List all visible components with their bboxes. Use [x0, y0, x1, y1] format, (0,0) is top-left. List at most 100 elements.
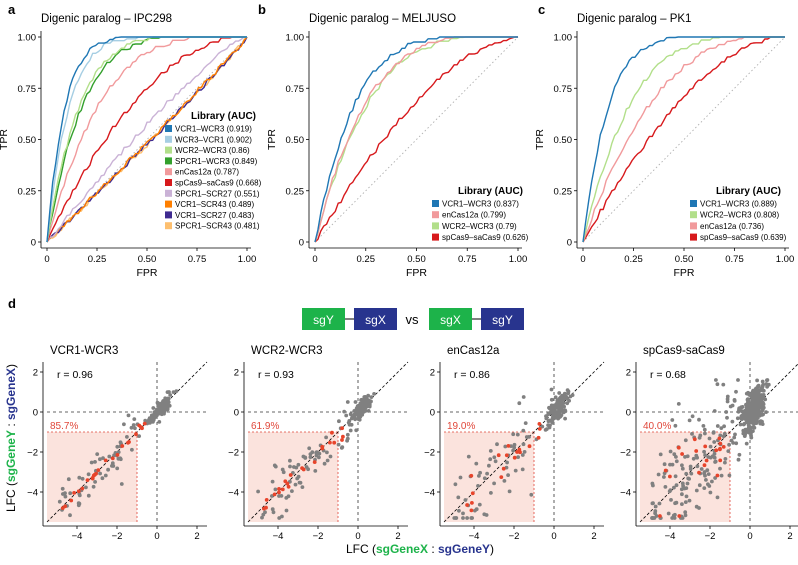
data-point: [680, 516, 685, 520]
data-point: [730, 419, 735, 424]
hit-region: [444, 432, 534, 522]
data-point: [492, 481, 496, 486]
data-point: [761, 412, 765, 417]
data-point: [719, 426, 724, 430]
hit-point: [703, 444, 708, 449]
data-point: [513, 468, 518, 473]
data-point: [662, 462, 667, 467]
data-point: [557, 391, 562, 395]
data-point: [744, 391, 749, 396]
data-point: [733, 432, 737, 437]
panel-a-roc: Digenic paralog – IPC298 00 0.25 0.25 0.50 0.…: [0, 13, 262, 279]
hit-point: [300, 466, 304, 470]
data-point: [710, 479, 714, 484]
data-point: [342, 409, 347, 414]
hit-point: [283, 479, 288, 484]
data-point: [512, 445, 517, 450]
sg-label: sgX: [365, 313, 386, 327]
data-point: [492, 455, 497, 460]
data-point: [60, 486, 65, 491]
data-point: [751, 406, 755, 411]
y-tick-label: 0.75: [286, 84, 305, 95]
data-point: [133, 426, 137, 431]
data-point: [277, 494, 281, 498]
legend-entry: WCR2–WCR3 (0.808): [700, 211, 779, 220]
data-point: [650, 516, 654, 520]
y-tick-label: −2: [424, 448, 435, 459]
axis-label-part: ): [490, 542, 494, 556]
roc-title: Digenic paralog – MELJUSO: [309, 13, 456, 25]
data-point: [703, 431, 707, 436]
data-point: [562, 404, 566, 409]
data-point: [713, 476, 717, 480]
data-point: [704, 478, 708, 482]
data-point: [673, 474, 678, 479]
data-point: [746, 398, 751, 402]
hit-point: [142, 421, 147, 426]
hit-point: [134, 432, 138, 437]
data-point: [658, 452, 663, 457]
data-point: [713, 460, 717, 464]
scatter-encas12a: enCas12a −4 −2 0 2 2 0 −2 −4 r = 0.86 19.0%: [424, 345, 605, 542]
legend-swatch: [165, 200, 172, 208]
data-point: [307, 446, 312, 451]
data-point: [683, 500, 688, 504]
data-point: [739, 405, 744, 410]
data-point: [174, 389, 179, 393]
data-point: [739, 416, 744, 421]
hit-point: [328, 440, 332, 445]
data-point: [336, 442, 341, 447]
hit-point: [140, 426, 144, 431]
data-point: [301, 454, 306, 459]
data-point: [137, 434, 142, 438]
sg-label: sgY: [313, 313, 334, 327]
data-point: [712, 452, 717, 456]
x-tick-label: −4: [72, 531, 83, 542]
data-point: [260, 515, 264, 520]
data-point: [546, 423, 550, 427]
data-point: [547, 411, 552, 416]
data-point: [154, 411, 159, 416]
hit-point: [537, 427, 542, 431]
data-point: [566, 391, 571, 396]
x-tick-label: 1.00: [238, 254, 257, 265]
data-point: [703, 453, 707, 457]
data-point: [477, 474, 481, 478]
data-point: [324, 435, 328, 440]
data-point: [705, 468, 710, 473]
data-point: [521, 395, 526, 399]
data-point: [372, 392, 376, 396]
data-point: [744, 402, 748, 407]
x-tick-label: 0.50: [138, 254, 157, 265]
hit-point: [80, 486, 85, 491]
data-point: [360, 412, 364, 416]
data-point: [157, 420, 162, 424]
legend-swatch: [165, 222, 172, 230]
hit-point: [517, 447, 522, 452]
data-point: [755, 416, 760, 420]
y-tick-label: −4: [424, 488, 435, 499]
legend-entry: VCR1–WCR3 (0.837): [442, 200, 519, 209]
legend-swatch: [690, 233, 697, 241]
data-point: [653, 504, 658, 509]
x-tick-label: 0.50: [407, 254, 426, 265]
data-point: [511, 448, 515, 453]
data-point: [474, 507, 479, 512]
hit-point: [69, 498, 74, 503]
hit-point: [536, 435, 541, 440]
data-point: [673, 512, 677, 517]
legend-entry: WCR3–VCR1 (0.902): [175, 135, 252, 144]
axis-label-part: :: [4, 420, 18, 430]
hit-point: [676, 445, 681, 450]
data-point: [731, 441, 735, 445]
hit-point: [697, 470, 701, 475]
data-point: [718, 466, 722, 471]
data-point: [680, 481, 685, 486]
data-point: [369, 395, 374, 399]
data-point: [760, 379, 765, 384]
legend-swatch: [432, 222, 439, 230]
y-tick-label: 0.25: [18, 186, 37, 197]
data-point: [84, 485, 88, 490]
data-point: [167, 403, 172, 408]
x-tick-label: 1.00: [509, 254, 528, 265]
